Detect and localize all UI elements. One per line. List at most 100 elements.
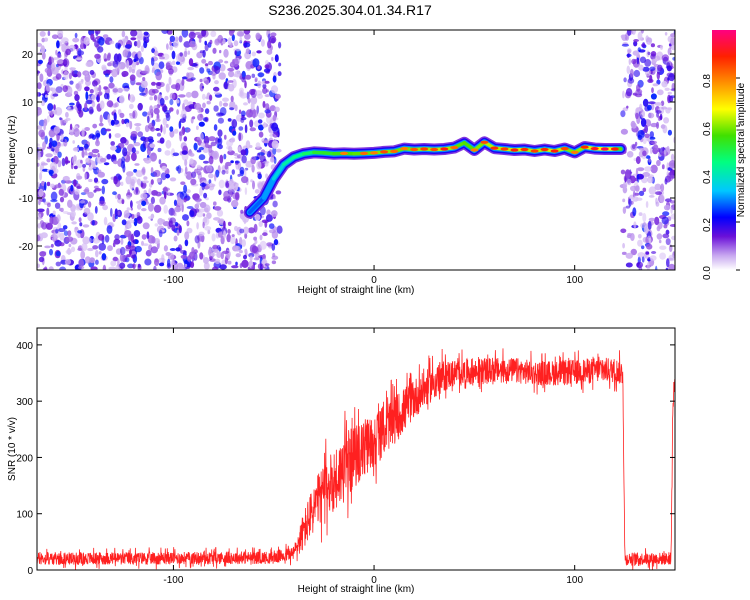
noise-speckle <box>625 205 631 209</box>
noise-speckle <box>232 130 237 136</box>
noise-speckle <box>634 192 640 196</box>
noise-speckle <box>110 260 117 267</box>
noise-speckle <box>264 109 271 114</box>
noise-speckle <box>74 188 80 195</box>
noise-speckle <box>272 195 276 200</box>
noise-speckle <box>217 138 221 143</box>
noise-speckle <box>123 210 130 219</box>
noise-speckle <box>114 234 120 240</box>
noise-speckle <box>649 140 658 145</box>
noise-speckle <box>90 266 98 270</box>
noise-speckle <box>257 173 262 180</box>
noise-speckle <box>627 30 632 36</box>
noise-speckle <box>271 56 274 62</box>
noise-speckle <box>237 173 241 177</box>
noise-speckle <box>263 68 271 73</box>
noise-speckle <box>117 175 123 181</box>
noise-speckle <box>628 58 631 65</box>
noise-speckle <box>172 152 180 157</box>
noise-speckle <box>143 137 150 142</box>
noise-speckle <box>121 118 125 125</box>
noise-speckle <box>621 43 630 47</box>
noise-speckle <box>272 252 276 258</box>
signal-peak <box>510 148 519 152</box>
noise-speckle <box>637 47 641 53</box>
noise-speckle <box>120 181 124 186</box>
noise-speckle <box>668 95 674 103</box>
noise-speckle <box>666 65 673 72</box>
snr-panel: -100 0 100 0 100 200 300 400 Height of straigh… <box>7 327 676 595</box>
noise-speckle <box>670 37 675 46</box>
noise-speckle <box>215 137 219 144</box>
noise-speckle <box>216 112 224 117</box>
noise-speckle <box>206 100 211 105</box>
snr-y-ticks: 0 100 200 300 400 <box>16 341 675 577</box>
noise-speckle <box>60 207 64 213</box>
noise-speckle <box>216 209 224 217</box>
colorbar-ticks: 0.0 0.2 0.4 0.6 0.8 <box>702 74 740 280</box>
noise-speckle <box>186 206 194 209</box>
noise-speckle <box>147 115 150 124</box>
noise-speckle <box>668 160 675 169</box>
noise-speckle <box>234 50 237 56</box>
noise-speckle <box>206 165 213 173</box>
noise-speckle <box>84 256 91 264</box>
noise-speckle <box>75 83 80 90</box>
noise-speckle <box>176 229 180 236</box>
noise-speckle <box>220 251 224 260</box>
noise-speckle <box>120 238 124 245</box>
noise-speckle <box>656 225 661 232</box>
noise-speckle <box>157 147 162 153</box>
noise-speckle <box>169 177 177 182</box>
noise-speckle <box>136 216 143 224</box>
noise-speckle <box>254 239 258 244</box>
noise-speckle <box>57 30 64 38</box>
noise-speckle <box>189 158 194 165</box>
noise-speckle <box>642 172 650 177</box>
noise-speckle <box>143 41 148 49</box>
noise-speckle <box>633 40 638 47</box>
noise-speckle <box>652 83 659 87</box>
noise-speckle <box>626 105 629 109</box>
noise-speckle <box>134 245 142 253</box>
noise-speckle <box>135 187 139 195</box>
noise-speckle <box>276 225 283 234</box>
noise-speckle <box>50 183 55 188</box>
noise-speckle <box>84 172 87 180</box>
noise-speckle <box>214 258 221 265</box>
noise-speckle <box>101 66 107 71</box>
noise-speckle <box>51 66 59 75</box>
noise-speckle <box>151 48 156 54</box>
noise-speckle <box>136 178 141 186</box>
noise-speckle <box>85 71 89 78</box>
noise-speckle <box>134 163 140 166</box>
noise-speckle <box>662 211 670 217</box>
noise-speckle <box>234 245 241 252</box>
noise-speckle <box>112 242 116 248</box>
noise-speckle <box>231 265 239 269</box>
noise-speckle <box>198 154 206 161</box>
noise-speckle <box>633 39 639 42</box>
noise-speckle <box>94 30 101 35</box>
noise-speckle <box>670 153 675 161</box>
noise-speckle <box>272 75 277 83</box>
noise-speckle <box>141 208 147 212</box>
noise-speckle <box>117 258 120 268</box>
noise-speckle <box>128 249 132 255</box>
noise-speckle <box>155 71 162 81</box>
noise-speckle <box>101 253 107 261</box>
noise-speckle <box>250 109 259 118</box>
noise-speckle <box>651 58 658 63</box>
noise-speckle <box>93 166 97 170</box>
noise-speckle <box>244 187 248 196</box>
noise-speckle <box>98 251 102 255</box>
noise-speckle <box>223 230 227 239</box>
noise-speckle <box>143 176 148 180</box>
noise-speckle <box>644 125 648 134</box>
noise-speckle <box>264 150 268 155</box>
signal-trace-segment <box>292 152 306 159</box>
noise-speckle <box>178 94 186 98</box>
noise-speckle <box>217 231 223 238</box>
noise-speckle <box>272 131 279 138</box>
